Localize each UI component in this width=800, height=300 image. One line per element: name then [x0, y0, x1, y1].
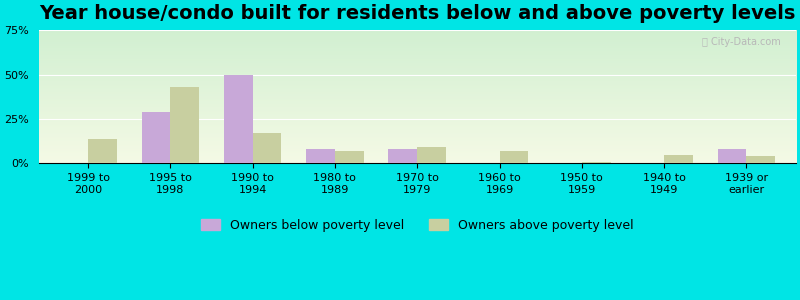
- Bar: [718, 149, 746, 164]
- Bar: [335, 151, 364, 164]
- Title: Year house/condo built for residents below and above poverty levels: Year house/condo built for residents bel…: [39, 4, 795, 23]
- Bar: [224, 75, 253, 164]
- Bar: [664, 154, 693, 164]
- Legend: Owners below poverty level, Owners above poverty level: Owners below poverty level, Owners above…: [196, 214, 638, 237]
- Bar: [582, 162, 610, 164]
- Bar: [746, 156, 775, 164]
- Bar: [306, 149, 335, 164]
- Bar: [253, 133, 282, 164]
- Text: ⓘ City-Data.com: ⓘ City-Data.com: [702, 37, 781, 47]
- Bar: [142, 112, 170, 164]
- Bar: [88, 139, 117, 164]
- Bar: [389, 149, 418, 164]
- Bar: [418, 148, 446, 164]
- Bar: [170, 87, 199, 164]
- Bar: [499, 151, 528, 164]
